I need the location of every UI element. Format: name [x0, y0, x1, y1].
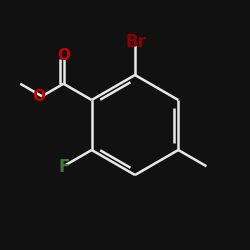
Text: F: F	[58, 158, 70, 176]
Text: Br: Br	[126, 33, 147, 51]
Text: O: O	[57, 48, 70, 63]
Text: O: O	[32, 89, 46, 104]
